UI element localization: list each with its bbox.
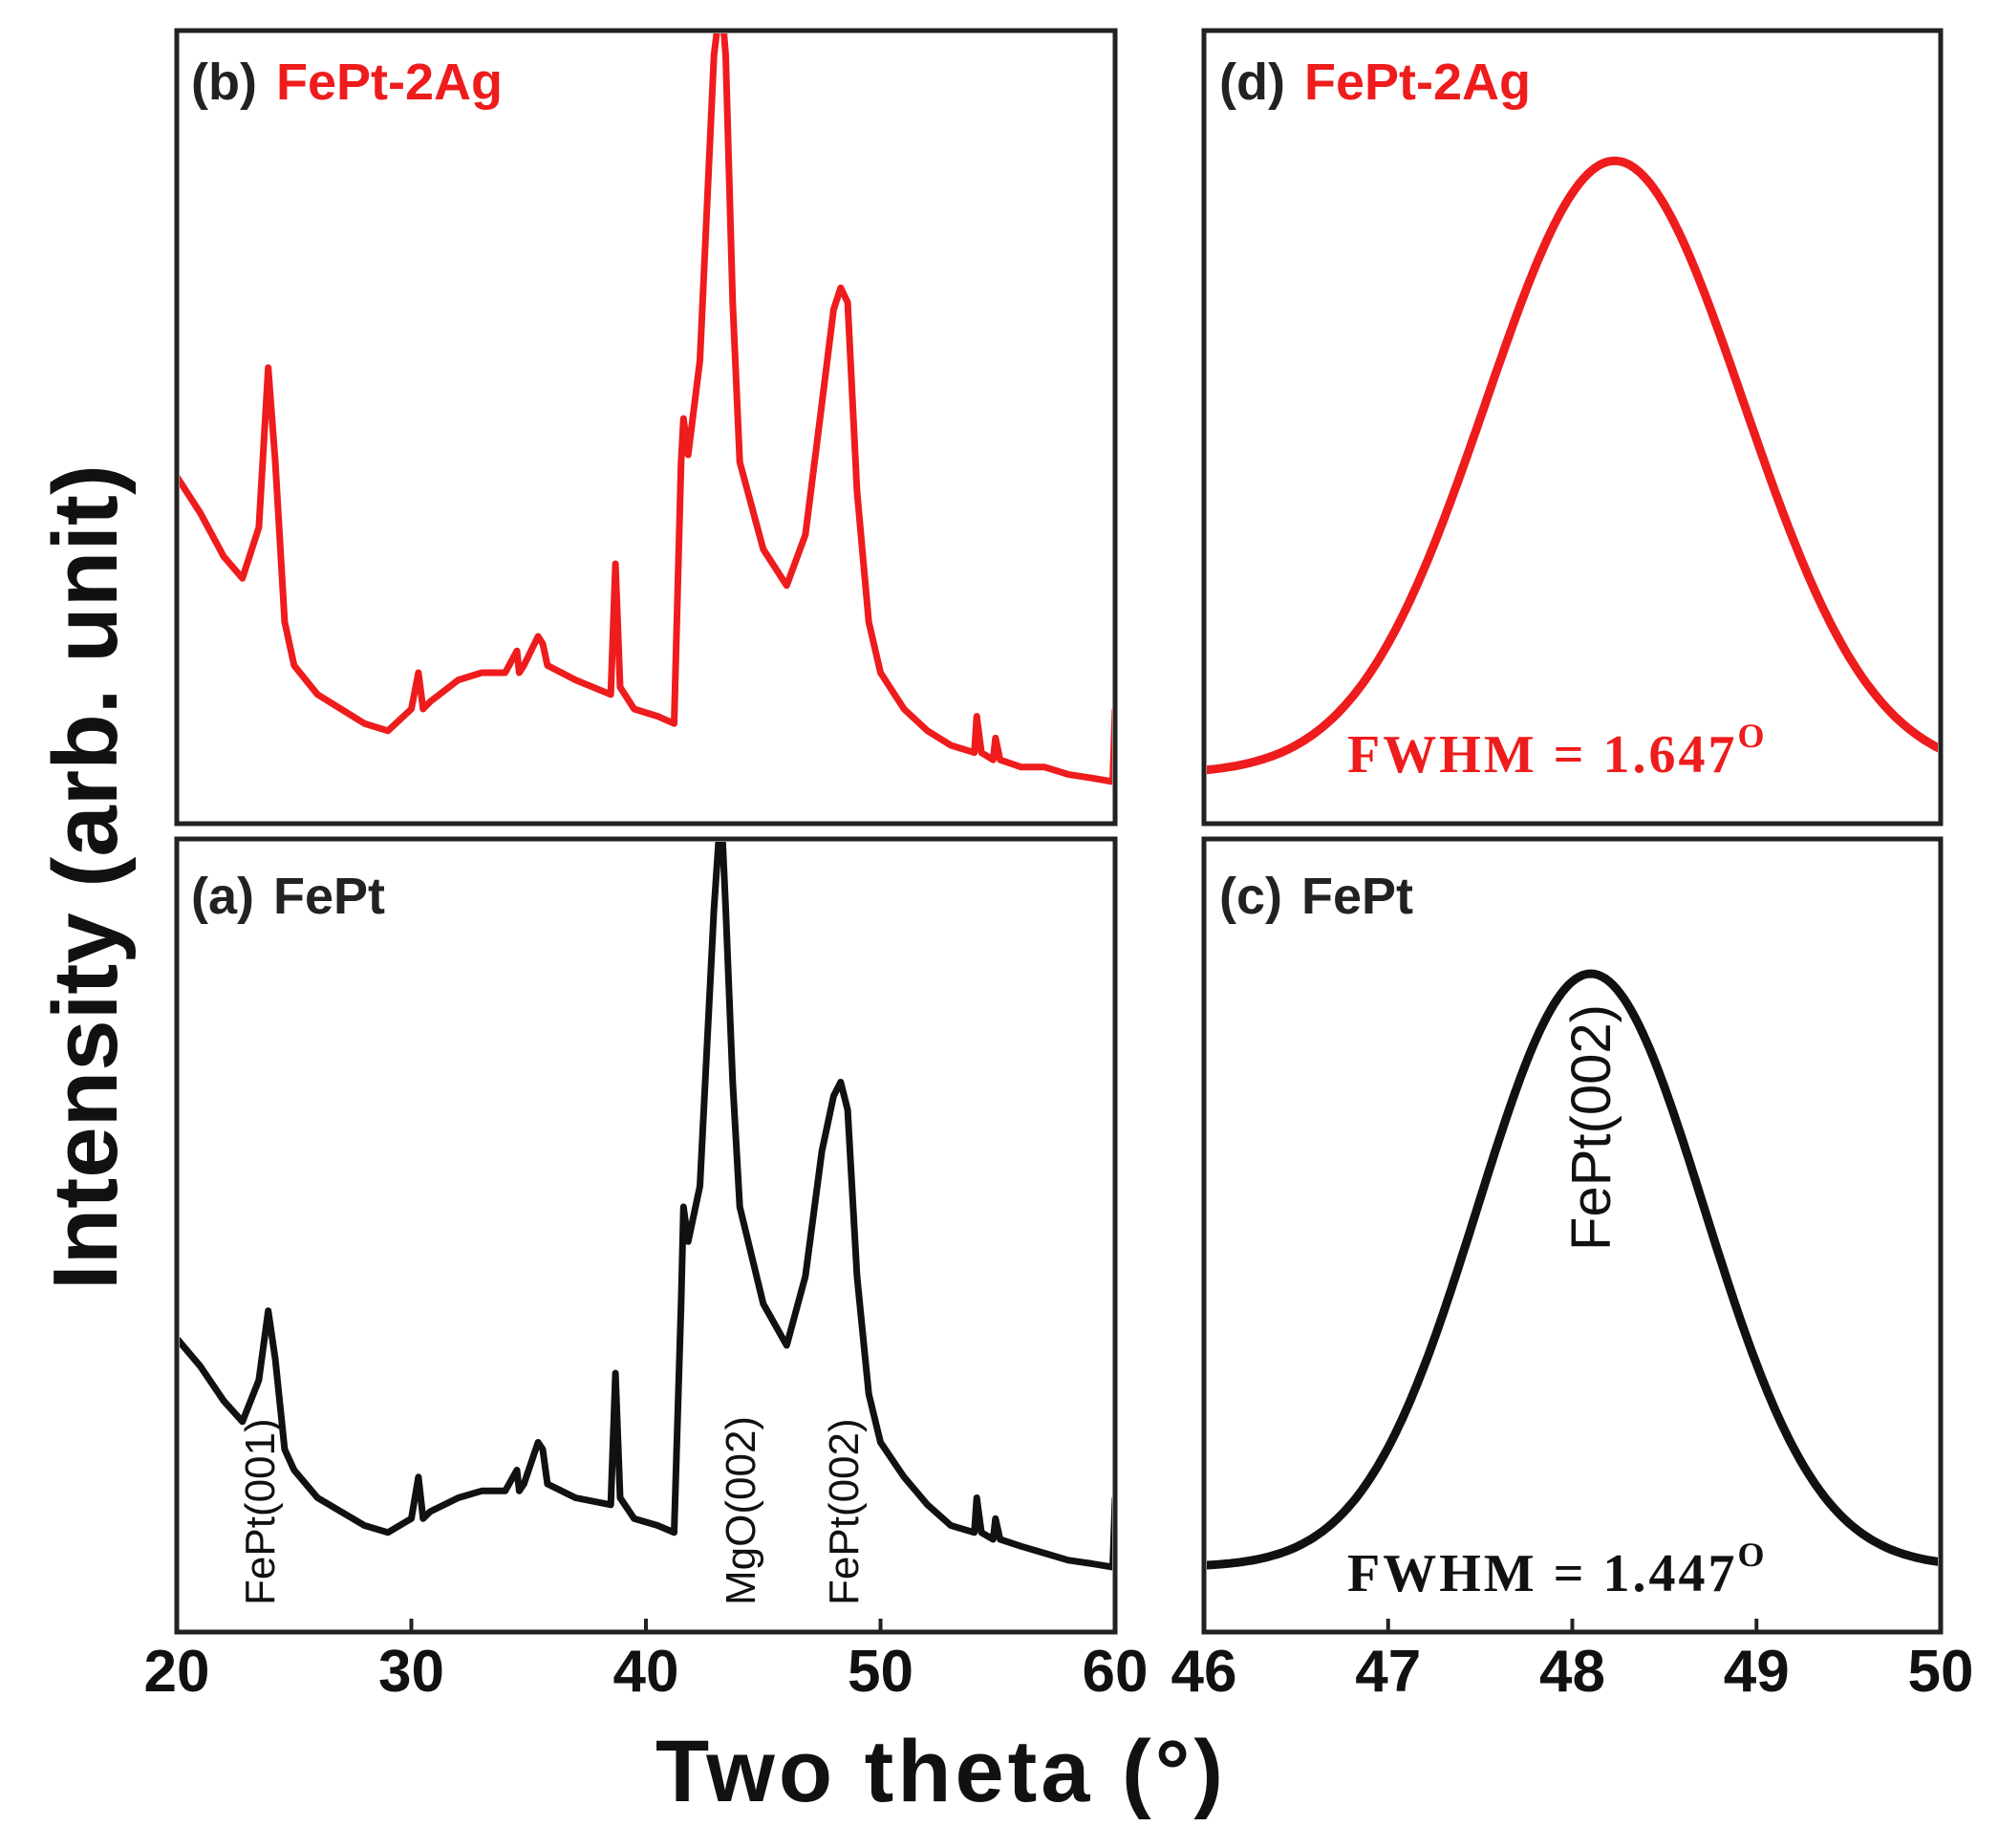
- panel-b-frame: [174, 28, 1118, 827]
- panel-d-plot: [1207, 156, 1938, 775]
- y-axis-label: Intensity (arb. unit): [34, 464, 137, 1290]
- series-line-panel-d: [1207, 156, 1938, 775]
- panel-d-frame: [1201, 28, 1944, 827]
- panel-d-fwhm-value: FWHM = 1.647: [1347, 725, 1738, 784]
- panel-c-degree-mark: O: [1738, 1536, 1768, 1574]
- peak-label-a-0: FePt(001): [237, 1418, 284, 1605]
- panel-d-sample: FePt-2Ag: [1304, 54, 1531, 111]
- panel-a-sample: FePt: [273, 868, 385, 925]
- x-tick-label-c-46: 46: [1171, 1639, 1237, 1705]
- panel-b-letter: (b): [191, 54, 257, 111]
- peak-label-a-1: MgO(002): [718, 1416, 764, 1605]
- panel-d-title: (d) FePt-2Ag: [1219, 54, 1531, 111]
- panel-c-fwhm-value: FWHM = 1.447: [1347, 1544, 1738, 1603]
- x-tick-label-a-50: 50: [848, 1639, 913, 1705]
- panel-d-degree-mark: O: [1738, 717, 1768, 755]
- panel-c-fwhm: FWHM = 1.447O: [1347, 1536, 1768, 1603]
- panel-a-title: (a) FePt: [191, 868, 385, 925]
- peak-label-a-2: FePt(002): [821, 1418, 868, 1605]
- panel-a-plot: FePt(001) MgO(002) FePt(002): [180, 842, 1112, 1605]
- series-line-panel-c: [1207, 969, 1938, 1570]
- panel-c-title: (c) FePt: [1219, 868, 1413, 925]
- panel-c-letter: (c): [1219, 868, 1282, 925]
- x-tick-label-c-48: 48: [1539, 1639, 1605, 1705]
- x-tick-label-a-20: 20: [144, 1639, 210, 1705]
- x-tick-label-c-47: 47: [1355, 1639, 1421, 1705]
- x-tick-labels: 20 30 40 50 60 46 47 48 49 50: [144, 1619, 1974, 1705]
- panel-c-sample: FePt: [1301, 868, 1413, 925]
- panel-b-title: (b) FePt-2Ag: [191, 54, 503, 111]
- series-line-panel-a: [180, 842, 1112, 1571]
- x-axis-label: Two theta (°): [655, 1723, 1227, 1820]
- panel-c-plot: FePt(002): [1207, 969, 1938, 1570]
- x-tick-label-a-60: 60: [1083, 1639, 1149, 1705]
- panel-d-fwhm: FWHM = 1.647O: [1347, 717, 1768, 784]
- x-tick-label-a-30: 30: [378, 1639, 444, 1705]
- panel-b-plot: [180, 33, 1112, 785]
- x-tick-label-c-49: 49: [1724, 1639, 1790, 1705]
- peak-label-c-0: FePt(002): [1560, 1004, 1622, 1251]
- series-line-panel-b: [180, 33, 1112, 785]
- panel-b-sample: FePt-2Ag: [276, 54, 503, 111]
- panel-a-letter: (a): [191, 868, 254, 925]
- x-tick-label-c-50: 50: [1908, 1639, 1974, 1705]
- panel-d-letter: (d): [1219, 54, 1285, 111]
- x-tick-label-a-40: 40: [613, 1639, 679, 1705]
